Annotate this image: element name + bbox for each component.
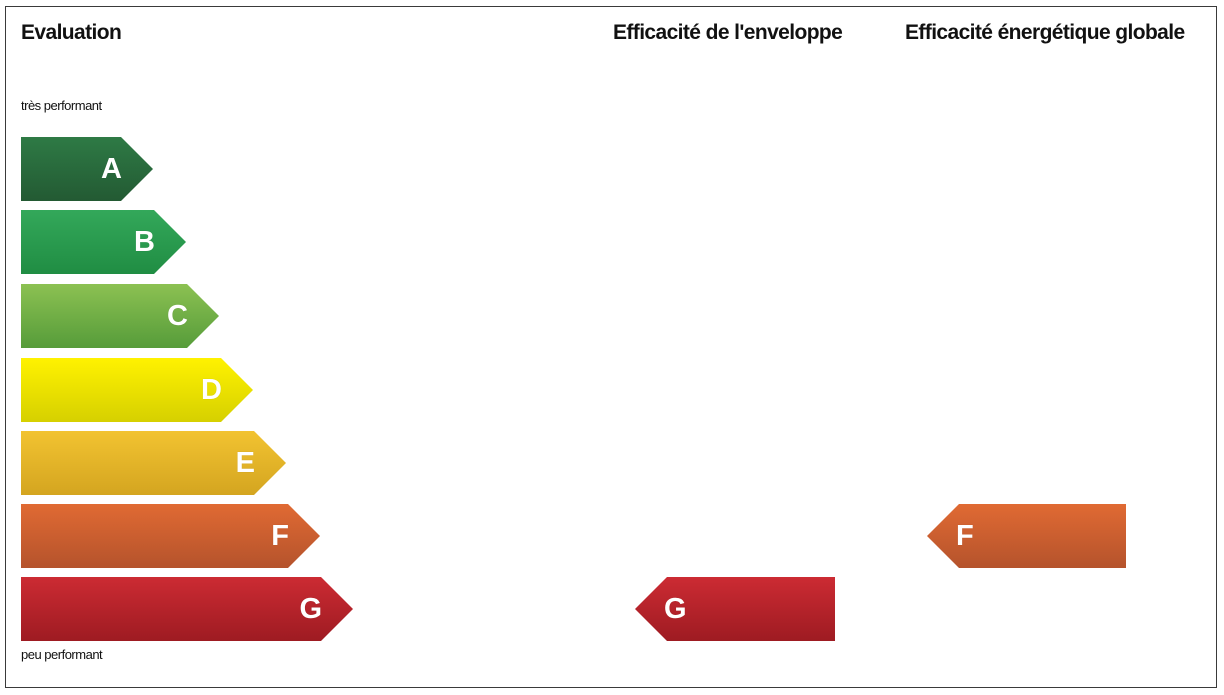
envelope-efficiency-heading: Efficacité de l'enveloppe bbox=[613, 21, 843, 44]
scale-arrow-c: C bbox=[21, 284, 219, 348]
scale-letter-e: E bbox=[235, 446, 255, 479]
evaluation-heading: Evaluation bbox=[21, 21, 122, 44]
scale-letter-g: G bbox=[299, 592, 322, 625]
scale-arrow-e: E bbox=[21, 431, 286, 495]
scale-letter-f: F bbox=[271, 519, 289, 552]
scale-arrow-g: G bbox=[21, 577, 353, 641]
low-efficiency-label: peu performant bbox=[21, 647, 103, 662]
scale-arrow-d: D bbox=[21, 358, 253, 422]
scale-arrow-b: B bbox=[21, 210, 186, 274]
scale-letter-a: A bbox=[101, 152, 122, 185]
scale-letter-d: D bbox=[201, 373, 222, 406]
energy-label-frame bbox=[5, 6, 1217, 688]
very-efficient-label: très performant bbox=[21, 98, 102, 113]
scale-letter-c: C bbox=[167, 299, 188, 332]
global-rating-letter: F bbox=[956, 519, 974, 552]
envelope-rating-arrow: G bbox=[635, 577, 835, 641]
scale-letter-b: B bbox=[134, 225, 155, 258]
global-efficiency-heading: Efficacité énergétique globale bbox=[905, 21, 1185, 44]
scale-arrow-f: F bbox=[21, 504, 320, 568]
global-rating-arrow: F bbox=[927, 504, 1126, 568]
scale-arrow-a: A bbox=[21, 137, 153, 201]
envelope-rating-letter: G bbox=[664, 592, 687, 625]
